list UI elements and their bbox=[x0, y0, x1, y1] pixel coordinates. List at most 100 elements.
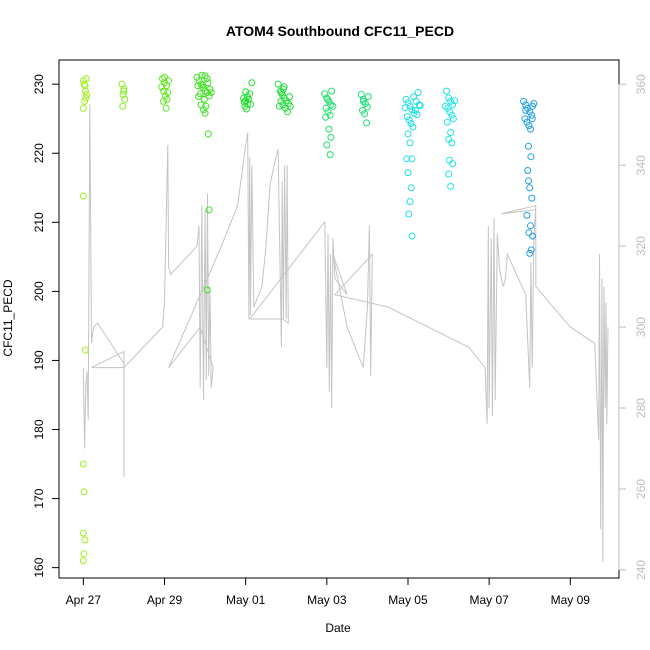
data-point bbox=[80, 550, 88, 558]
data-point bbox=[327, 101, 335, 109]
data-point bbox=[82, 94, 90, 102]
y-tick-label: 180 bbox=[32, 419, 46, 439]
data-point bbox=[119, 91, 127, 98]
data-point bbox=[526, 108, 534, 116]
data-point bbox=[329, 102, 337, 110]
data-point bbox=[121, 95, 129, 103]
data-point bbox=[79, 557, 87, 565]
data-point bbox=[158, 83, 166, 91]
data-point bbox=[195, 93, 203, 101]
x-axis-label: Date bbox=[325, 621, 351, 635]
data-point bbox=[407, 120, 415, 127]
data-point bbox=[277, 89, 285, 96]
data-point bbox=[529, 232, 537, 240]
data-point bbox=[82, 75, 90, 83]
data-point bbox=[279, 101, 287, 109]
series-2 bbox=[158, 73, 173, 112]
data-point bbox=[409, 123, 417, 131]
data-point bbox=[448, 111, 456, 119]
data-point bbox=[403, 113, 411, 121]
x-tick-label: Apr 27 bbox=[66, 593, 102, 607]
data-point bbox=[280, 83, 288, 91]
y-right-tick-label: 340 bbox=[634, 155, 648, 175]
data-point bbox=[402, 95, 410, 103]
data-point bbox=[527, 153, 535, 161]
data-point bbox=[200, 106, 207, 114]
data-point bbox=[199, 81, 207, 89]
data-point bbox=[161, 73, 168, 81]
data-point bbox=[195, 77, 203, 85]
data-point bbox=[242, 88, 250, 96]
data-point bbox=[408, 106, 416, 114]
data-point bbox=[240, 98, 248, 106]
data-point bbox=[525, 122, 533, 130]
series-5 bbox=[274, 80, 294, 116]
data-point bbox=[79, 104, 87, 112]
data-point bbox=[159, 97, 167, 105]
data-point bbox=[81, 82, 89, 90]
data-point bbox=[523, 118, 531, 126]
series-4 bbox=[240, 79, 256, 113]
data-point bbox=[451, 97, 459, 105]
data-point bbox=[160, 87, 168, 95]
data-points bbox=[79, 71, 538, 565]
data-point bbox=[447, 97, 455, 105]
data-point bbox=[204, 130, 212, 138]
series-6 bbox=[321, 87, 337, 159]
data-point bbox=[441, 102, 449, 110]
y-tick-label: 230 bbox=[32, 74, 46, 94]
right-axis-series bbox=[82, 104, 609, 562]
data-point bbox=[416, 102, 424, 110]
series-9 bbox=[441, 87, 459, 190]
data-point bbox=[363, 103, 371, 111]
data-point bbox=[327, 133, 335, 141]
data-point bbox=[207, 89, 215, 96]
data-point bbox=[527, 246, 535, 254]
data-point bbox=[524, 167, 532, 174]
data-point bbox=[528, 111, 536, 119]
data-point bbox=[81, 97, 89, 105]
data-point bbox=[408, 232, 416, 240]
data-point bbox=[205, 206, 213, 214]
y-right-tick-label: 320 bbox=[634, 236, 648, 256]
data-point bbox=[526, 249, 534, 257]
data-point bbox=[165, 77, 173, 85]
data-point bbox=[326, 111, 334, 119]
data-point bbox=[323, 94, 331, 102]
data-point bbox=[449, 160, 457, 168]
data-point bbox=[205, 92, 213, 100]
data-point bbox=[525, 229, 533, 237]
chart-title: ATOM4 Southbound CFC11_PECD bbox=[226, 23, 454, 39]
data-point bbox=[200, 95, 208, 103]
series-7 bbox=[357, 91, 372, 127]
right-series-line bbox=[82, 104, 609, 562]
data-point bbox=[449, 115, 457, 123]
x-tick-label: Apr 29 bbox=[147, 593, 183, 607]
data-point bbox=[414, 89, 422, 96]
data-point bbox=[406, 139, 414, 147]
x-tick-label: May 05 bbox=[388, 593, 428, 607]
data-point bbox=[79, 460, 87, 468]
data-point bbox=[243, 105, 250, 113]
data-point bbox=[526, 184, 534, 192]
data-point bbox=[525, 177, 532, 185]
x-tick-label: May 03 bbox=[307, 593, 347, 607]
data-point bbox=[359, 106, 366, 114]
data-point bbox=[406, 198, 414, 206]
data-point bbox=[164, 89, 172, 96]
data-point bbox=[359, 97, 367, 105]
data-point bbox=[403, 155, 411, 163]
data-point bbox=[447, 129, 455, 136]
data-point bbox=[443, 118, 451, 126]
data-point bbox=[445, 94, 453, 102]
y-tick-label: 190 bbox=[32, 350, 46, 370]
data-point bbox=[323, 141, 331, 149]
data-point bbox=[404, 169, 412, 177]
data-point bbox=[530, 100, 538, 107]
series-3 bbox=[193, 71, 215, 294]
data-point bbox=[198, 71, 206, 79]
data-point bbox=[522, 106, 530, 114]
data-point bbox=[528, 194, 536, 202]
data-point bbox=[447, 182, 455, 190]
data-point bbox=[322, 113, 330, 121]
